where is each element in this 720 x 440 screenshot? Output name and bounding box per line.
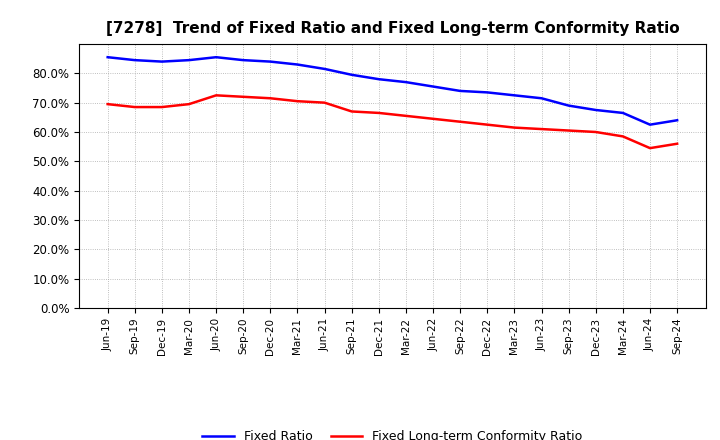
Fixed Ratio <box>483 90 492 95</box>
Fixed Ratio <box>646 122 654 127</box>
Fixed Long-term Conformity Ratio <box>212 93 220 98</box>
Fixed Ratio <box>104 55 112 60</box>
Fixed Long-term Conformity Ratio <box>293 99 302 104</box>
Fixed Ratio <box>374 77 383 82</box>
Fixed Ratio <box>428 84 437 89</box>
Fixed Ratio <box>185 58 194 63</box>
Fixed Long-term Conformity Ratio <box>266 95 275 101</box>
Fixed Ratio <box>293 62 302 67</box>
Fixed Long-term Conformity Ratio <box>104 102 112 107</box>
Fixed Long-term Conformity Ratio <box>320 100 329 105</box>
Fixed Ratio <box>402 80 410 85</box>
Fixed Ratio <box>212 55 220 60</box>
Fixed Ratio <box>320 66 329 72</box>
Fixed Long-term Conformity Ratio <box>374 110 383 116</box>
Fixed Long-term Conformity Ratio <box>239 94 248 99</box>
Fixed Ratio <box>618 110 627 116</box>
Fixed Long-term Conformity Ratio <box>348 109 356 114</box>
Fixed Ratio <box>564 103 573 108</box>
Fixed Long-term Conformity Ratio <box>428 116 437 121</box>
Fixed Long-term Conformity Ratio <box>537 126 546 132</box>
Fixed Long-term Conformity Ratio <box>456 119 464 125</box>
Fixed Long-term Conformity Ratio <box>510 125 518 130</box>
Fixed Long-term Conformity Ratio <box>618 134 627 139</box>
Fixed Ratio <box>130 58 139 63</box>
Line: Fixed Ratio: Fixed Ratio <box>108 57 677 125</box>
Title: [7278]  Trend of Fixed Ratio and Fixed Long-term Conformity Ratio: [7278] Trend of Fixed Ratio and Fixed Lo… <box>106 21 679 36</box>
Fixed Ratio <box>456 88 464 94</box>
Fixed Long-term Conformity Ratio <box>130 104 139 110</box>
Fixed Ratio <box>348 72 356 77</box>
Fixed Ratio <box>537 95 546 101</box>
Fixed Long-term Conformity Ratio <box>564 128 573 133</box>
Fixed Ratio <box>158 59 166 64</box>
Fixed Ratio <box>672 117 681 123</box>
Line: Fixed Long-term Conformity Ratio: Fixed Long-term Conformity Ratio <box>108 95 677 148</box>
Fixed Ratio <box>266 59 275 64</box>
Fixed Ratio <box>239 58 248 63</box>
Fixed Long-term Conformity Ratio <box>185 102 194 107</box>
Fixed Long-term Conformity Ratio <box>591 129 600 135</box>
Fixed Ratio <box>510 93 518 98</box>
Fixed Long-term Conformity Ratio <box>158 104 166 110</box>
Fixed Long-term Conformity Ratio <box>483 122 492 127</box>
Fixed Long-term Conformity Ratio <box>402 113 410 118</box>
Fixed Long-term Conformity Ratio <box>672 141 681 147</box>
Legend: Fixed Ratio, Fixed Long-term Conformity Ratio: Fixed Ratio, Fixed Long-term Conformity … <box>197 425 588 440</box>
Fixed Ratio <box>591 107 600 113</box>
Fixed Long-term Conformity Ratio <box>646 146 654 151</box>
